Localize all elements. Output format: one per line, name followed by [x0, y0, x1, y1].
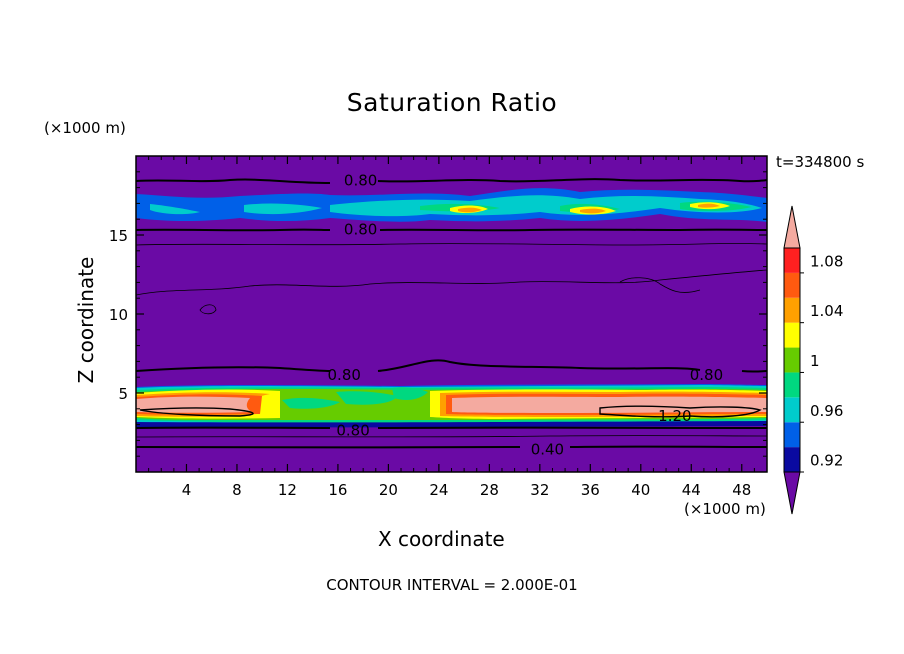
x-tick-label: 48	[732, 481, 751, 499]
lower-band-pink	[136, 396, 767, 413]
y-tick-label: 15	[109, 227, 128, 245]
x-tick-label: 8	[232, 481, 242, 499]
contour-label: 0.80	[690, 366, 723, 384]
contour-label: 0.80	[336, 421, 369, 439]
colorbar: 0.92 0.96 1 1.04 1.08	[783, 205, 843, 515]
contour-mid-thin-2	[136, 269, 767, 296]
x-tick-label: 16	[328, 481, 347, 499]
chart-title: Saturation Ratio	[346, 88, 558, 117]
y-tick-label: 10	[109, 306, 128, 324]
contour-bottom-thin	[136, 435, 767, 438]
lower-band-green-patches	[282, 387, 428, 409]
colorbar-bin	[784, 397, 800, 423]
colorbar-label: 0.92	[810, 452, 843, 470]
x-tick-label: 4	[182, 481, 192, 499]
contour-label: 0.80	[344, 221, 377, 239]
colorbar-label: 1.08	[810, 252, 843, 270]
colorbar-bin	[784, 347, 800, 373]
x-tick-label: 44	[682, 481, 701, 499]
contour-label: 0.80	[344, 172, 377, 190]
contour-lower-1.20	[139, 405, 762, 418]
contour-label: 1.20	[658, 407, 691, 425]
x-tick-label: 24	[429, 481, 448, 499]
contour-mid-thin	[136, 243, 767, 246]
x-tick-label: 40	[631, 481, 650, 499]
colorbar-label: 1	[810, 352, 820, 370]
contour-mid-thin-3	[199, 277, 701, 315]
colorbar-bin	[784, 297, 800, 323]
x-tick-label: 32	[530, 481, 549, 499]
contour-label: 0.40	[531, 440, 564, 458]
colorbar-bin	[784, 272, 800, 298]
contour-interval-label: CONTOUR INTERVAL = 2.000E-01	[326, 576, 578, 594]
contour-label: 0.80	[328, 366, 361, 384]
y-tick-label: 5	[118, 385, 128, 403]
x-tick-label: 12	[278, 481, 297, 499]
x-tick-label: 28	[480, 481, 499, 499]
colorbar-bin-high	[783, 205, 801, 249]
contour-bottom-0.40	[136, 445, 767, 449]
colorbar-bin	[784, 372, 800, 398]
colorbar-label: 0.96	[810, 402, 843, 420]
colorbar-label: 1.04	[810, 302, 843, 320]
x-axis-label: X coordinate	[378, 527, 505, 551]
time-label: t=334800 s	[776, 153, 865, 171]
contour-labels: 0.80 0.80 0.80 0.80 0.80 1.20 0.40	[328, 172, 724, 459]
upper-band-orange	[458, 203, 720, 214]
lower-band-dark-blue	[136, 421, 767, 428]
x-axis-unit: (×1000 m)	[684, 500, 766, 518]
y-axis-unit: (×1000 m)	[44, 119, 126, 137]
x-tick-label: 20	[379, 481, 398, 499]
colorbar-bin	[784, 447, 800, 472]
colorbar-bin-low	[783, 471, 801, 515]
upper-band-yellow	[450, 202, 730, 215]
contour-upper-0.80	[136, 228, 767, 232]
colorbar-bin	[784, 422, 800, 448]
x-tick-label: 36	[581, 481, 600, 499]
contour-lines	[136, 178, 767, 449]
colorbar-frame	[783, 247, 801, 473]
colorbar-bin	[784, 248, 800, 273]
contour-top-0.80	[136, 178, 767, 184]
colorbar-bin	[784, 322, 800, 348]
